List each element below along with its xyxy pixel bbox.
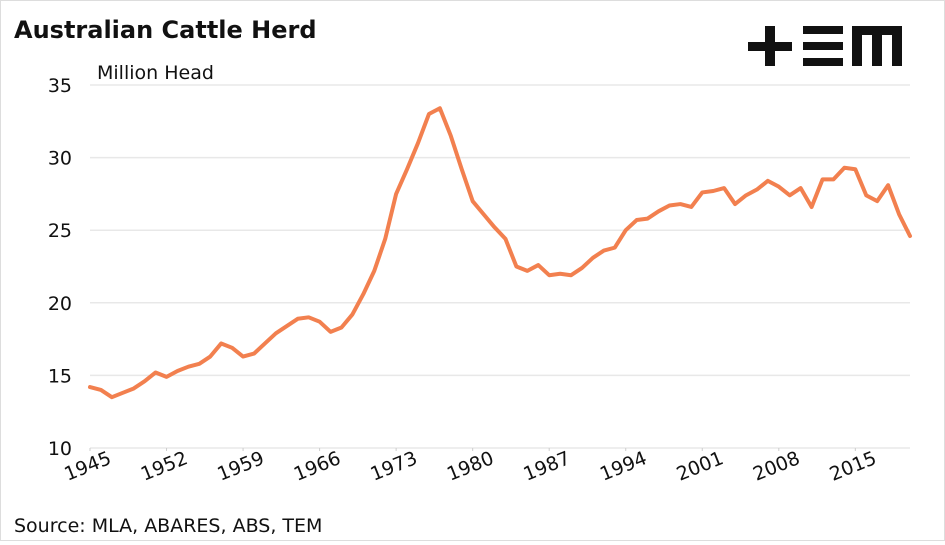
y-tick-label: 20: [48, 293, 72, 315]
y-axis-unit: Million Head: [97, 62, 214, 84]
logo: [748, 26, 902, 66]
source-note: Source: MLA, ABARES, ABS, TEM: [14, 515, 322, 537]
series-line: [88, 106, 912, 400]
y-tick-label: 10: [48, 438, 72, 460]
y-tick-label: 30: [48, 148, 72, 170]
chart-title: Australian Cattle Herd: [14, 16, 317, 44]
y-tick-label: 35: [48, 75, 72, 97]
y-tick-label: 15: [48, 365, 72, 387]
y-tick-label: 25: [48, 220, 72, 242]
